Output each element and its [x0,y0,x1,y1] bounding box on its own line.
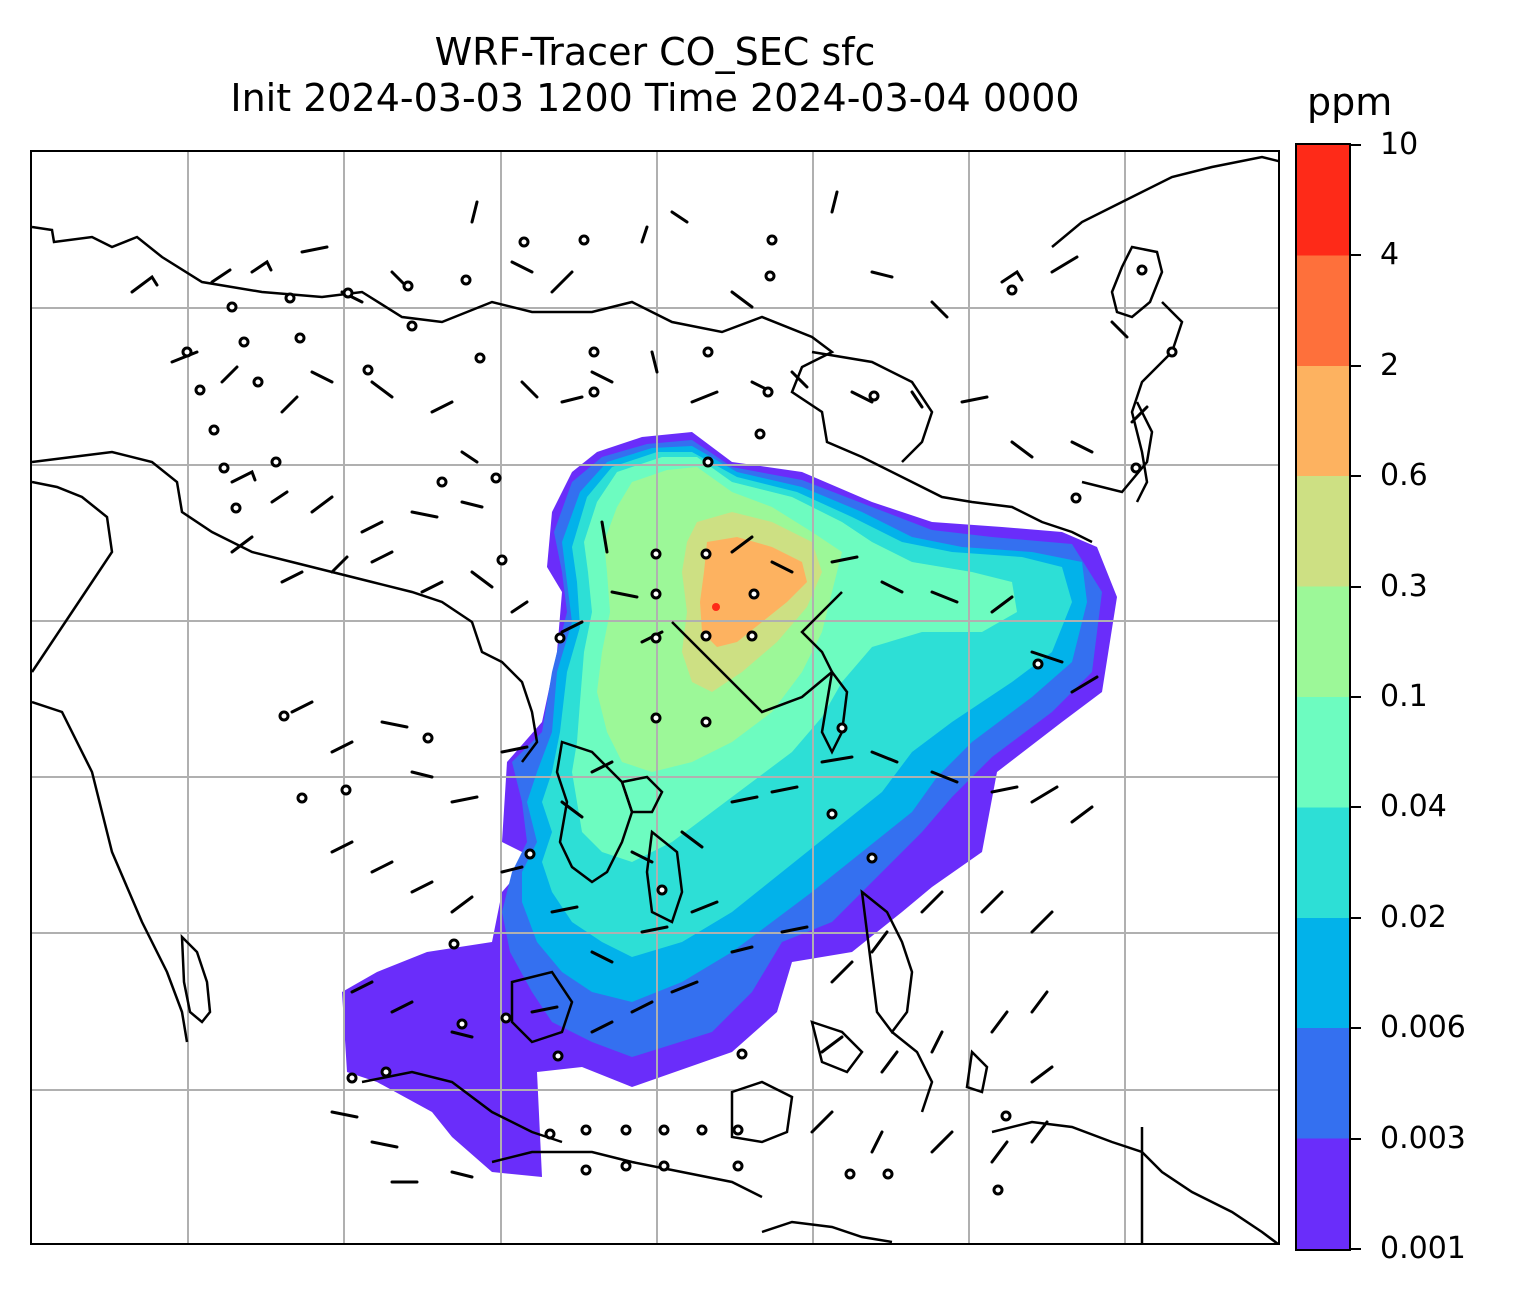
wind-barbs [130,190,1149,1184]
colorbar-tick-mark [1351,696,1361,698]
colorbar-tick-mark [1351,916,1361,919]
colorbar-tick-mark [1351,254,1361,257]
colorbar-tick-mark [1351,364,1361,367]
colorbar-tick-mark [1351,1027,1361,1030]
colorbar-tick-label: 0.3 [1380,568,1428,604]
colorbar-tick-mark [1351,1137,1361,1140]
colorbar-tick-label: 0.006 [1380,1010,1466,1046]
colorbar-unit: ppm [1307,80,1393,124]
map-subtitle: Init 2024-03-03 1200 Time 2024-03-04 000… [230,76,1080,120]
colorbar-tick-mark [1351,806,1361,809]
colorbar-tick-label: 0.1 [1380,679,1428,714]
colorbar [1295,143,1351,1251]
colorbar-tick-label: 4 [1380,237,1400,273]
colorbar-tick-label: 0.003 [1380,1120,1466,1156]
colorbar-tick-label: 0.001 [1380,1231,1466,1266]
colorbar-tick-mark [1351,475,1361,478]
map-panel[interactable] [30,150,1280,1245]
colorbar-tick-mark [1351,1248,1361,1250]
colorbar-tick-label: 0.6 [1380,458,1428,494]
colorbar-tick-label: 0.02 [1380,899,1447,935]
colorbar-tick-label: 10 [1380,127,1419,162]
plume-hotspot [712,603,720,611]
colorbar-tick-label: 0.04 [1380,789,1447,825]
coastlines [32,155,1278,1243]
colorbar-tick-mark [1351,585,1361,588]
colorbar-tick-label: 2 [1380,347,1400,383]
co-concentration-field [342,432,1117,1177]
map-canvas [32,152,1278,1243]
colorbar-tick-mark [1351,144,1361,146]
calm-markers [181,234,1178,1196]
map-title: WRF-Tracer CO_SEC sfc [434,30,876,74]
